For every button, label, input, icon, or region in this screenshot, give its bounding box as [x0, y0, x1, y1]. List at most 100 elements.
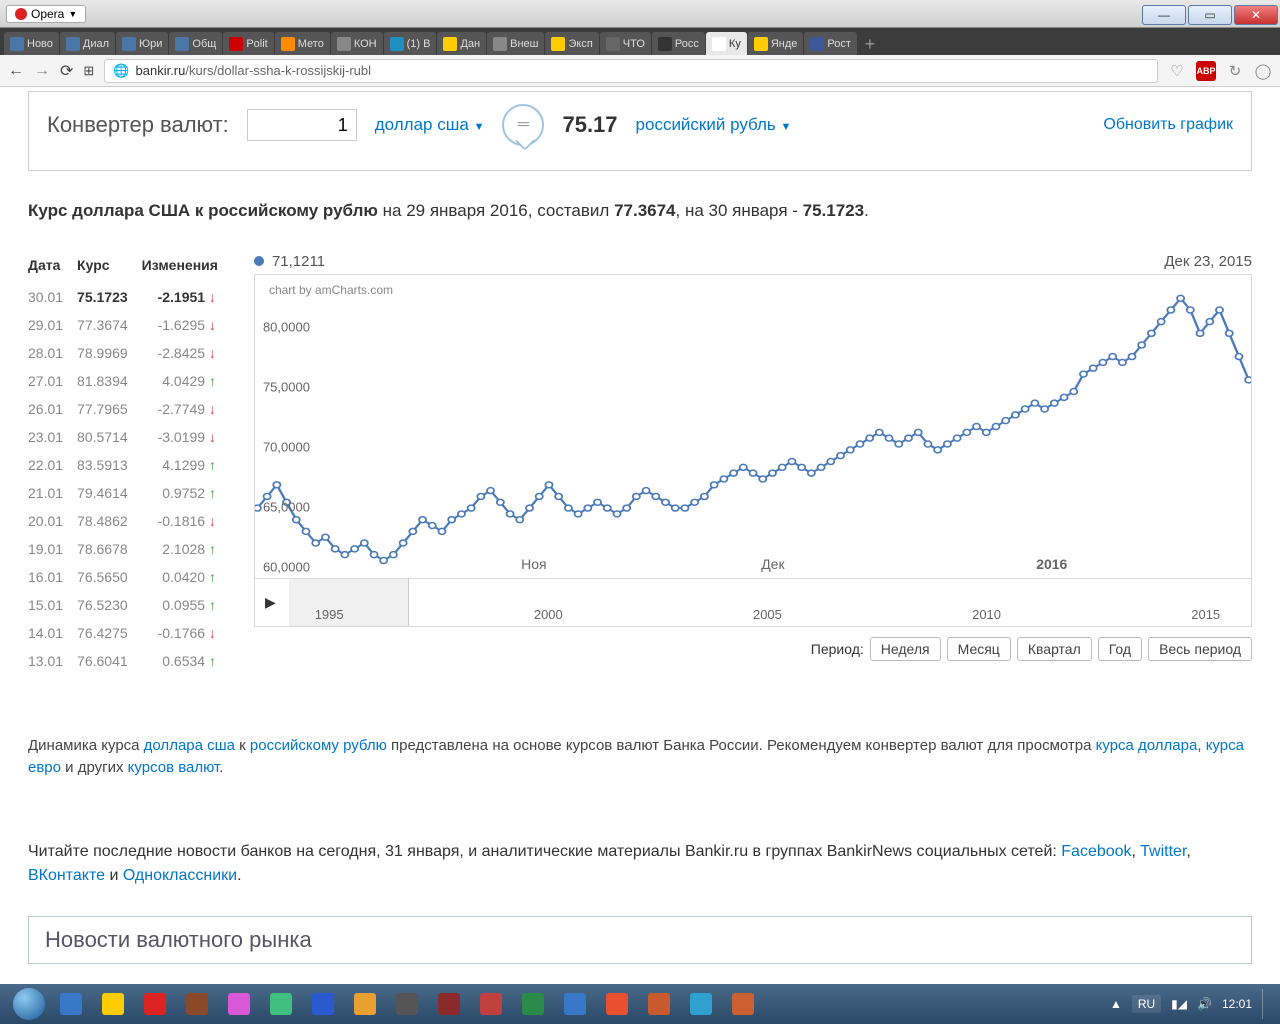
browser-tab[interactable]: Эксп	[545, 32, 598, 55]
url-bar[interactable]: 🌐 bankir.ru/kurs/dollar-ssha-k-rossijski…	[104, 59, 1158, 83]
period-button[interactable]: Месяц	[947, 637, 1011, 661]
taskbar-app-icon[interactable]	[303, 988, 343, 1020]
opera-menu-button[interactable]: Opera ▼	[6, 5, 86, 23]
scrubber-play-button[interactable]: ▶	[265, 594, 276, 611]
browser-tab[interactable]: ЧТО	[600, 32, 651, 55]
table-row: 28.0178.9969-2.8425 ↓	[28, 339, 230, 367]
period-selector: Период: НеделяМесяцКварталГодВесь период	[254, 637, 1252, 661]
window-titlebar: Opera ▼ — ▭ ✕	[0, 0, 1280, 28]
table-row: 27.0181.83944.0429 ↑	[28, 367, 230, 395]
taskbar-app-icon[interactable]	[681, 988, 721, 1020]
table-row: 16.0176.56500.0420 ↑	[28, 563, 230, 591]
tray-language[interactable]: RU	[1132, 995, 1161, 1013]
browser-tab[interactable]: Внеш	[487, 32, 544, 55]
browser-tab[interactable]: Юри	[116, 32, 168, 55]
show-desktop-button[interactable]	[1262, 989, 1272, 1019]
currency-converter: Конвертер валют: доллар сша ▼ ═ 75.17 ро…	[28, 91, 1252, 171]
taskbar-app-icon[interactable]	[345, 988, 385, 1020]
scrubber-selection[interactable]	[289, 579, 409, 626]
link-twitter[interactable]: Twitter	[1140, 843, 1186, 860]
col-change: Изменения	[142, 253, 230, 283]
profile-icon[interactable]: ◯	[1254, 62, 1272, 80]
rate-chart[interactable]: chart by amCharts.com 80,000075,000070,0…	[254, 274, 1252, 579]
tray-volume-icon[interactable]: 🔊	[1197, 997, 1212, 1011]
link-rates[interactable]: курсов валют	[128, 759, 220, 776]
windows-taskbar: ▲ RU ▮◢ 🔊 12:01	[0, 984, 1280, 1024]
window-minimize-button[interactable]: —	[1142, 5, 1186, 25]
tray-flag-icon[interactable]: ▲	[1110, 997, 1122, 1011]
taskbar-app-icon[interactable]	[135, 988, 175, 1020]
browser-tab[interactable]: Polit	[223, 32, 273, 55]
link-facebook[interactable]: Facebook	[1061, 843, 1131, 860]
browser-tab[interactable]: Общ	[169, 32, 222, 55]
browser-tab[interactable]: КОН	[331, 32, 383, 55]
taskbar-app-icon[interactable]	[219, 988, 259, 1020]
converter-to-select[interactable]: российский рубль ▼	[636, 115, 792, 135]
browser-tab[interactable]: Янде	[748, 32, 804, 55]
taskbar-app-icon[interactable]	[471, 988, 511, 1020]
taskbar-app-icon[interactable]	[723, 988, 763, 1020]
link-rub[interactable]: российскому рублю	[250, 737, 387, 754]
link-vk[interactable]: ВКонтакте	[28, 867, 105, 884]
window-maximize-button[interactable]: ▭	[1188, 5, 1232, 25]
chart-y-label: 60,0000	[263, 559, 310, 574]
nav-reload-button[interactable]: ⟳	[60, 61, 73, 81]
table-row: 30.0175.1723-2.1951 ↓	[28, 283, 230, 311]
converter-from-select[interactable]: доллар сша ▼	[375, 115, 485, 135]
link-usd[interactable]: доллара сша	[144, 737, 235, 754]
table-row: 22.0183.59134.1299 ↑	[28, 451, 230, 479]
converter-label: Конвертер валют:	[47, 112, 229, 138]
col-rate: Курс	[77, 253, 142, 283]
sync-icon[interactable]: ↻	[1226, 62, 1244, 80]
adblock-icon[interactable]: ABP	[1196, 61, 1216, 81]
bookmark-icon[interactable]: ♡	[1168, 62, 1186, 80]
chart-x-label: Ноя	[521, 556, 546, 572]
nav-back-button[interactable]: ←	[8, 62, 24, 80]
browser-tab[interactable]: Дан	[437, 32, 486, 55]
browser-tab[interactable]: Мето	[275, 32, 330, 55]
taskbar-app-icon[interactable]	[513, 988, 553, 1020]
link-usd-rate[interactable]: курса доллара	[1096, 737, 1198, 754]
new-tab-button[interactable]: +	[858, 35, 882, 55]
tray-network-icon[interactable]: ▮◢	[1171, 997, 1187, 1011]
speed-dial-button[interactable]: ⊞	[83, 63, 94, 79]
converter-swap-button[interactable]: ═	[502, 104, 544, 146]
browser-tab[interactable]: (1) В	[384, 32, 437, 55]
browser-tab[interactable]: Рост	[804, 32, 857, 55]
chart-y-label: 80,0000	[263, 319, 310, 334]
rate-history-table: Дата Курс Изменения 30.0175.1723-2.1951 …	[28, 253, 230, 675]
converter-amount-input[interactable]	[247, 109, 357, 141]
taskbar-app-icon[interactable]	[639, 988, 679, 1020]
link-ok[interactable]: Одноклассники	[123, 867, 237, 884]
taskbar-app-icon[interactable]	[555, 988, 595, 1020]
taskbar-app-icon[interactable]	[93, 988, 133, 1020]
tray-clock[interactable]: 12:01	[1222, 997, 1252, 1011]
taskbar-app-icon[interactable]	[597, 988, 637, 1020]
period-button[interactable]: Неделя	[870, 637, 941, 661]
start-button[interactable]	[8, 987, 50, 1021]
taskbar-app-icon[interactable]	[429, 988, 469, 1020]
chart-y-label: 65,0000	[263, 499, 310, 514]
browser-tab[interactable]: Ново	[4, 32, 59, 55]
taskbar-app-icon[interactable]	[177, 988, 217, 1020]
converter-result: 75.17	[562, 112, 617, 138]
period-button[interactable]: Год	[1098, 637, 1142, 661]
browser-tab[interactable]: Ку	[706, 32, 747, 55]
taskbar-app-icon[interactable]	[261, 988, 301, 1020]
browser-tab[interactable]: Диал	[60, 32, 115, 55]
taskbar-app-icon[interactable]	[51, 988, 91, 1020]
page-content-scroll[interactable]: Конвертер валют: доллар сша ▼ ═ 75.17 ро…	[0, 87, 1280, 984]
news-text: Читайте последние новости банков на сего…	[28, 840, 1252, 888]
update-chart-link[interactable]: Обновить график	[1103, 116, 1233, 134]
table-row: 20.0178.4862-0.1816 ↓	[28, 507, 230, 535]
chart-x-label: 2016	[1036, 556, 1067, 572]
taskbar-app-icon[interactable]	[387, 988, 427, 1020]
table-row: 19.0178.66782.1028 ↑	[28, 535, 230, 563]
table-row: 26.0177.7965-2.7749 ↓	[28, 395, 230, 423]
period-button[interactable]: Весь период	[1148, 637, 1252, 661]
nav-forward-button[interactable]: →	[34, 62, 50, 80]
browser-tab[interactable]: Росс	[652, 32, 705, 55]
chart-scrubber[interactable]: ▶ 19952000200520102015	[254, 579, 1252, 627]
window-close-button[interactable]: ✕	[1234, 5, 1278, 25]
period-button[interactable]: Квартал	[1017, 637, 1092, 661]
